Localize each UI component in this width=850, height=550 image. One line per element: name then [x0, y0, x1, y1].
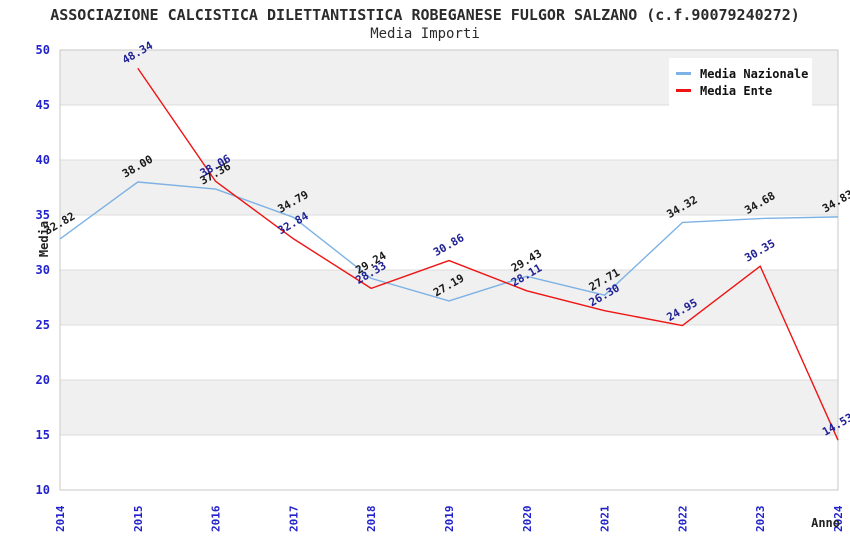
x-tick-label: 2015 [132, 506, 145, 533]
legend-swatch-ente-icon [676, 89, 691, 92]
plot-band [60, 270, 838, 325]
legend-swatch-nazionale-icon [676, 72, 691, 75]
y-tick-label: 15 [36, 428, 50, 442]
series-line-media-nazionale [59, 181, 839, 302]
y-tick-label: 40 [36, 153, 50, 167]
x-tick-label: 2022 [676, 506, 689, 533]
y-tick-label: 25 [36, 318, 50, 332]
x-tick-label: 2023 [754, 506, 767, 533]
legend-label-ente: Media Ente [700, 83, 773, 98]
chart-title: ASSOCIAZIONE CALCISTICA DILETTANTISTICA … [50, 6, 800, 24]
data-label-media-ente: 30.86 [431, 231, 467, 259]
x-axis-title: Anno [811, 516, 840, 530]
y-tick-label: 35 [36, 208, 50, 222]
data-label-media-ente: 30.35 [742, 237, 777, 265]
y-axis-title: Media [37, 220, 51, 258]
legend-item-media-ente: Media Ente [676, 82, 804, 99]
legend-item-media-nazionale: Media Nazionale [676, 65, 808, 82]
x-tick-label: 2016 [210, 505, 223, 532]
plot-border [59, 49, 839, 491]
x-tick-label: 2021 [599, 505, 612, 532]
x-tick-label: 2014 [54, 505, 67, 532]
x-tick-label: 2020 [521, 506, 534, 533]
chart-subtitle: Media Importi [370, 26, 480, 42]
y-tick-label: 10 [36, 483, 50, 497]
x-tick-label: 2019 [443, 506, 456, 533]
chart-legend: Media Nazionale Media Ente [669, 58, 812, 106]
series-line-media-ente [137, 67, 839, 441]
legend-label-nazionale: Media Nazionale [700, 66, 809, 81]
x-tick-label: 2024 [832, 505, 845, 532]
x-tick-label: 2017 [287, 506, 300, 533]
y-tick-label: 45 [36, 98, 50, 112]
y-tick-label: 20 [36, 373, 50, 387]
plot-band [60, 160, 838, 215]
plot-band [60, 380, 838, 435]
y-tick-label: 50 [36, 43, 50, 57]
x-tick-label: 2018 [365, 506, 378, 533]
y-tick-label: 30 [36, 263, 50, 277]
